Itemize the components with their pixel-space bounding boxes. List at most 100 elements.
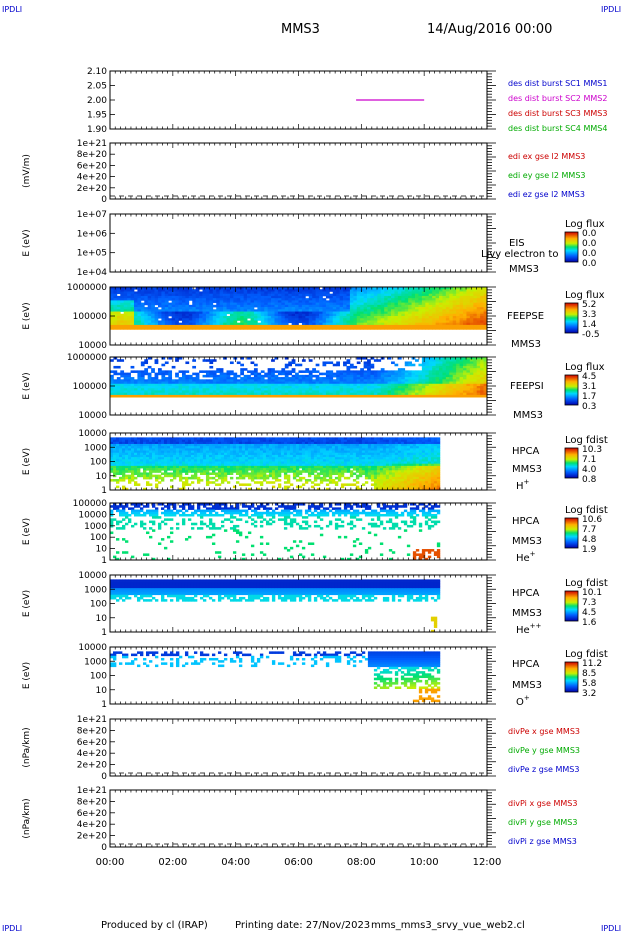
y-axis-label: E (eV) <box>22 229 32 256</box>
feepse-spectrogram <box>110 287 488 330</box>
legend-entry: divPe x gse MMS3 <box>508 727 580 736</box>
species-label: He++ <box>516 622 542 636</box>
instrument-label: FEEPSE <box>507 311 544 322</box>
spacecraft-label: MMS3 <box>511 339 541 350</box>
y-tick-label: 0 <box>101 772 107 782</box>
y-axis-label: (nPa/km) <box>22 798 32 838</box>
y-tick-label: 1.90 <box>87 125 107 135</box>
legend-entry: des dist burst SC1 MMS1 <box>508 79 607 88</box>
instrument-label: HPCA <box>512 659 540 670</box>
colorbar <box>564 517 579 549</box>
y-tick-label: 1e+05 <box>77 249 107 259</box>
species-charge: + <box>524 694 530 702</box>
y-tick-label: 1 <box>101 486 107 496</box>
y-tick-label: 6e+20 <box>77 161 108 171</box>
colorbar <box>564 374 579 406</box>
y-tick-label: 10000 <box>78 411 107 421</box>
y-tick-label: 10 <box>96 545 108 555</box>
colorbar-tick-label: 10.6 <box>582 515 602 525</box>
y-tick-label: 10 <box>96 614 108 624</box>
colorbar-tick-label: 1.4 <box>582 320 597 330</box>
y-axis-label: (nPa/km) <box>22 727 32 767</box>
y-tick-label: 1 <box>101 700 107 710</box>
colorbar-tick-label: 7.1 <box>582 455 596 465</box>
x-tick-label: 08:00 <box>347 857 376 868</box>
date-title: 14/Aug/2016 00:00 <box>427 22 553 37</box>
footer-script-name: mms_mms3_srvy_vue_web2.cl <box>371 920 525 931</box>
y-tick-label: 10000 <box>78 341 107 351</box>
colorbar-tick-label: 3.2 <box>582 689 596 699</box>
legend-entry: divPi z gse MMS3 <box>508 837 577 846</box>
y-tick-label: 100000 <box>73 499 108 509</box>
right-edge-ticks <box>487 789 496 848</box>
y-tick-label: 100000 <box>73 312 108 322</box>
colorbar-tick-label: 1.9 <box>582 545 597 555</box>
x-minor-ticks <box>109 575 488 632</box>
colorbar-tick-label: 0.0 <box>582 239 597 249</box>
colorbar-tick-label: 1.7 <box>582 392 596 402</box>
legend-entry: divPe y gse MMS3 <box>508 746 580 755</box>
colorbar-tick-label: 0.8 <box>582 475 597 485</box>
spacecraft-label: MMS3 <box>512 536 542 547</box>
instrument-label: HPCA <box>512 446 540 457</box>
right-edge-ticks <box>487 356 496 416</box>
y-tick-label: 1000000 <box>67 283 107 293</box>
y-axis-label: E (eV) <box>22 662 32 689</box>
y-tick-label: 10 <box>96 686 108 696</box>
colorbar-tick-label: 10.3 <box>582 445 602 455</box>
y-tick-label: 8e+20 <box>77 797 108 807</box>
colorbar-tick-label: 8.5 <box>582 669 596 679</box>
colorbar-tick-label: 4.5 <box>582 372 596 382</box>
hpca-o-spectrogram <box>110 651 441 703</box>
x-tick-label: 10:00 <box>410 857 439 868</box>
colorbar-tick-label: 0.0 <box>582 259 597 269</box>
colorbar-tick-label: 4.5 <box>582 608 596 618</box>
y-tick-label: 10000 <box>78 429 107 439</box>
colorbar-tick-label: 3.1 <box>582 382 596 392</box>
right-edge-ticks <box>487 432 496 491</box>
y-tick-label: 4e+20 <box>77 749 108 759</box>
x-minor-ticks <box>109 647 488 704</box>
right-edge-ticks <box>487 70 496 130</box>
y-tick-label: 10000 <box>78 510 107 520</box>
x-minor-ticks <box>109 143 488 199</box>
panel-frame <box>109 789 488 848</box>
feepsi-spectrogram <box>110 357 488 398</box>
right-edge-ticks <box>487 718 496 777</box>
y-tick-label: 1e+06 <box>77 229 108 239</box>
y-tick-label: 1 <box>101 628 107 638</box>
corner-label-bottom-left: IPDLI <box>2 924 23 933</box>
y-axis-label: (mV/m) <box>22 154 32 188</box>
x-minor-ticks <box>109 503 488 560</box>
y-tick-label: 2e+20 <box>77 184 108 194</box>
x-tick-label: 12:00 <box>473 857 502 868</box>
colorbar-title: Log flux <box>565 290 605 301</box>
y-tick-label: 1000 <box>84 443 107 453</box>
y-tick-label: 10000 <box>78 571 107 581</box>
colorbar-tick-label: -0.5 <box>582 330 600 340</box>
y-tick-label: 4e+20 <box>77 173 108 183</box>
legend-entry: divPe z gse MMS3 <box>508 765 579 774</box>
hpca-he2-spectrogram <box>110 579 441 633</box>
spacecraft-label: MMS3 <box>512 608 542 619</box>
colorbar-title: Log fdist <box>565 505 608 516</box>
y-tick-label: 100 <box>90 533 107 543</box>
colorbar-tick-label: 1.6 <box>582 618 597 628</box>
hpca-h-spectrogram <box>110 437 441 491</box>
y-tick-label: 1e+21 <box>77 139 107 149</box>
species-charge: ++ <box>530 622 542 630</box>
y-tick-label: 1e+21 <box>77 786 107 796</box>
legend-entry: divPi x gse MMS3 <box>508 799 577 808</box>
hpca-he1-spectrogram <box>110 503 441 561</box>
legend-entry: des dist burst SC2 MMS2 <box>508 94 607 103</box>
colorbar-tick-label: 4.0 <box>582 465 597 475</box>
colorbar-title: Log flux <box>565 219 605 230</box>
colorbar-tick-label: 0.3 <box>582 402 596 412</box>
legend-entry: edi ex gse l2 MMS3 <box>508 152 585 161</box>
x-tick-label: 06:00 <box>284 857 313 868</box>
y-tick-label: 6e+20 <box>77 809 108 819</box>
legend-entry: divPi y gse MMS3 <box>508 818 577 827</box>
colorbar <box>564 302 579 334</box>
colorbar-title: Log fdist <box>565 649 608 660</box>
